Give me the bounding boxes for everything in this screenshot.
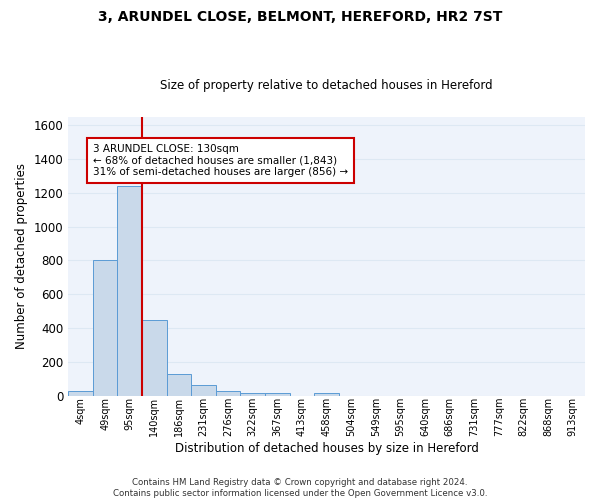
Bar (142, 320, 167, 396)
Bar (314, 393, 339, 396)
Text: 3, ARUNDEL CLOSE, BELMONT, HEREFORD, HR2 7ST: 3, ARUNDEL CLOSE, BELMONT, HEREFORD, HR2… (98, 10, 502, 24)
Bar (265, 393, 290, 396)
X-axis label: Distribution of detached houses by size in Hereford: Distribution of detached houses by size … (175, 442, 479, 455)
Text: Contains HM Land Registry data © Crown copyright and database right 2024.
Contai: Contains HM Land Registry data © Crown c… (113, 478, 487, 498)
Bar (93, 260, 118, 396)
Text: 3 ARUNDEL CLOSE: 130sqm
← 68% of detached houses are smaller (1,843)
31% of semi: 3 ARUNDEL CLOSE: 130sqm ← 68% of detache… (93, 144, 348, 177)
Y-axis label: Number of detached properties: Number of detached properties (15, 163, 28, 349)
Bar (118, 186, 142, 396)
Title: Size of property relative to detached houses in Hereford: Size of property relative to detached ho… (160, 79, 493, 92)
Bar (167, 374, 191, 396)
Bar (191, 386, 216, 396)
Bar (68, 392, 93, 396)
Bar (216, 392, 241, 396)
Bar (241, 393, 265, 396)
